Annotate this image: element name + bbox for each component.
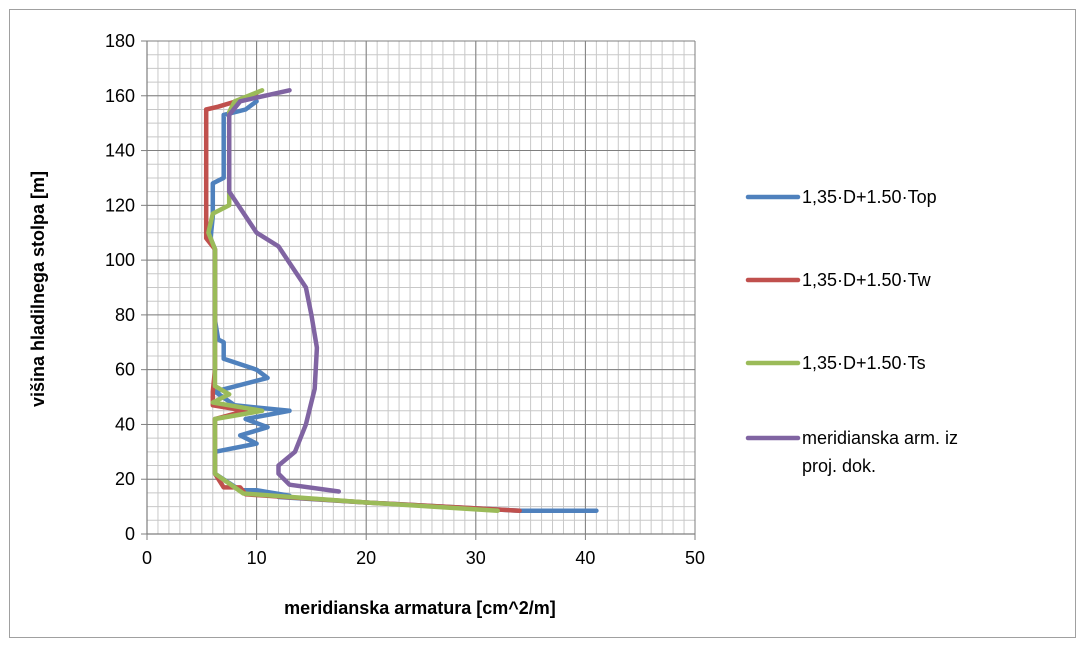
legend-label-3: 1,35·D+1.50·Ts xyxy=(802,353,926,373)
x-tick-label: 20 xyxy=(356,548,376,568)
x-tick-labels: 0 10 20 30 40 50 xyxy=(142,548,705,568)
y-axis-title: višina hladilnega stolpa [m] xyxy=(28,171,48,407)
y-tick-label: 20 xyxy=(115,469,135,489)
legend-label-1: 1,35·D+1.50·Top xyxy=(802,187,937,207)
legend-label-2: 1,35·D+1.50·Tw xyxy=(802,270,932,290)
x-tick-label: 50 xyxy=(685,548,705,568)
y-tick-label: 160 xyxy=(105,86,135,106)
legend-label-4: meridianska arm. iz proj. dok. xyxy=(802,428,958,476)
x-tick-label: 40 xyxy=(575,548,595,568)
y-tick-labels: 0 20 40 60 80 100 120 140 160 180 xyxy=(105,31,135,544)
x-tick-label: 10 xyxy=(247,548,267,568)
chart-border xyxy=(9,9,1076,638)
legend-label-line: meridianska arm. iz xyxy=(802,428,958,448)
y-tick-label: 120 xyxy=(105,195,135,215)
series-line-2 xyxy=(203,93,522,513)
series-layer xyxy=(203,88,599,513)
series-line-4 xyxy=(226,88,342,494)
x-tick-label: 0 xyxy=(142,548,152,568)
y-tick-label: 180 xyxy=(105,31,135,51)
y-tick-label: 100 xyxy=(105,250,135,270)
x-tick-label: 30 xyxy=(466,548,486,568)
y-tick-label: 140 xyxy=(105,141,135,161)
plot-frame xyxy=(141,40,696,540)
y-tick-label: 80 xyxy=(115,305,135,325)
y-tick-label: 60 xyxy=(115,360,135,380)
x-axis-title: meridianska armatura [cm^2/m] xyxy=(284,598,556,618)
y-tick-label: 40 xyxy=(115,414,135,434)
y-tick-label: 0 xyxy=(125,524,135,544)
legend: 1,35·D+1.50·Top 1,35·D+1.50·Tw 1,35·D+1.50… xyxy=(745,187,958,476)
legend-label-line: proj. dok. xyxy=(802,456,876,476)
